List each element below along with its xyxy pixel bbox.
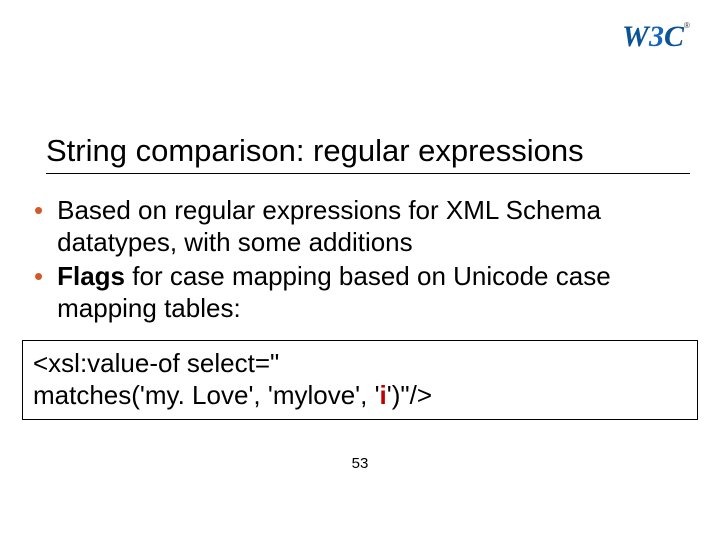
svg-text:3: 3 bbox=[648, 20, 664, 53]
bullet-list: • Based on regular expressions for XML S… bbox=[30, 194, 690, 326]
highlighted-flag: i bbox=[380, 380, 387, 410]
slide-title: String comparison: regular expressions bbox=[46, 133, 690, 174]
bullet-text: Based on regular expressions for XML Sch… bbox=[57, 194, 690, 258]
code-line-1: <xsl:value-of select=" bbox=[33, 347, 687, 379]
bullet-item: • Flags for case mapping based on Unicod… bbox=[30, 260, 690, 324]
code-line-2: matches('my. Love', 'mylove', 'i')"/> bbox=[33, 379, 687, 411]
bullet-marker: • bbox=[34, 194, 43, 226]
page-number: 53 bbox=[0, 455, 720, 472]
w3c-logo: W 3 C ® bbox=[622, 18, 690, 56]
svg-text:®: ® bbox=[684, 21, 690, 30]
bullet-marker: • bbox=[34, 260, 43, 292]
svg-text:C: C bbox=[664, 20, 685, 53]
svg-text:W: W bbox=[622, 20, 651, 53]
bullet-item: • Based on regular expressions for XML S… bbox=[30, 194, 690, 258]
code-example-box: <xsl:value-of select=" matches('my. Love… bbox=[22, 340, 698, 420]
bullet-text: Flags for case mapping based on Unicode … bbox=[57, 260, 690, 324]
